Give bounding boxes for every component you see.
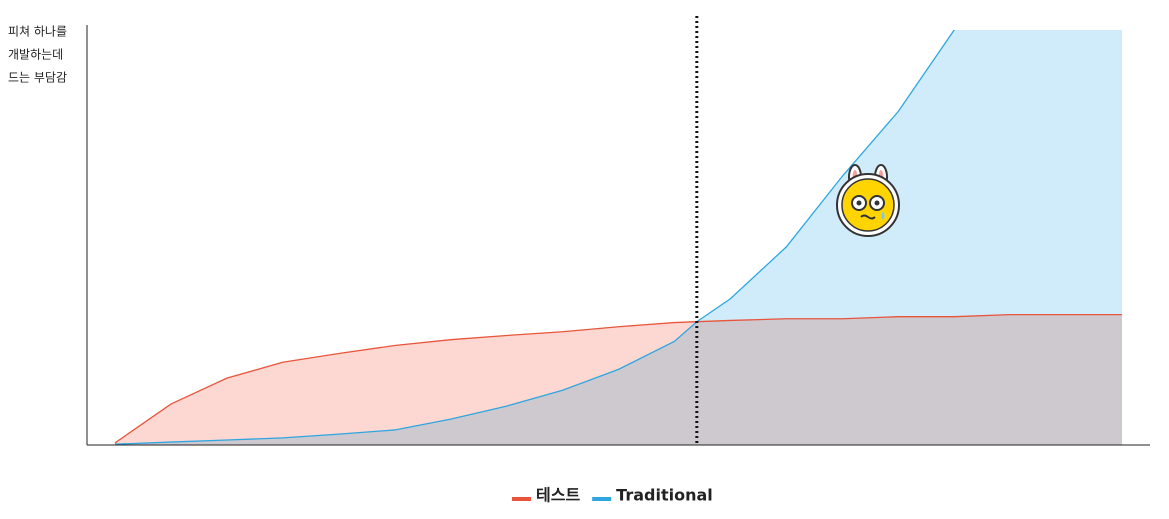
legend-label: 테스트 — [536, 486, 580, 505]
series-line — [114, 313, 1123, 444]
plot-lines — [114, 30, 1123, 445]
y-label: 피쳐 하나를 — [8, 25, 67, 39]
legend-swatch — [592, 497, 612, 501]
legend: 테스트 Traditional — [512, 486, 713, 505]
plot-area — [114, 30, 1123, 445]
series-line — [114, 30, 955, 445]
y-label: 개발하는데 — [8, 48, 63, 62]
legend-swatch — [512, 497, 531, 501]
character-icon — [836, 164, 900, 237]
legend-label: Traditional — [616, 486, 713, 505]
y-label: 드는 부담감 — [8, 71, 67, 85]
area-fill — [114, 30, 1123, 445]
